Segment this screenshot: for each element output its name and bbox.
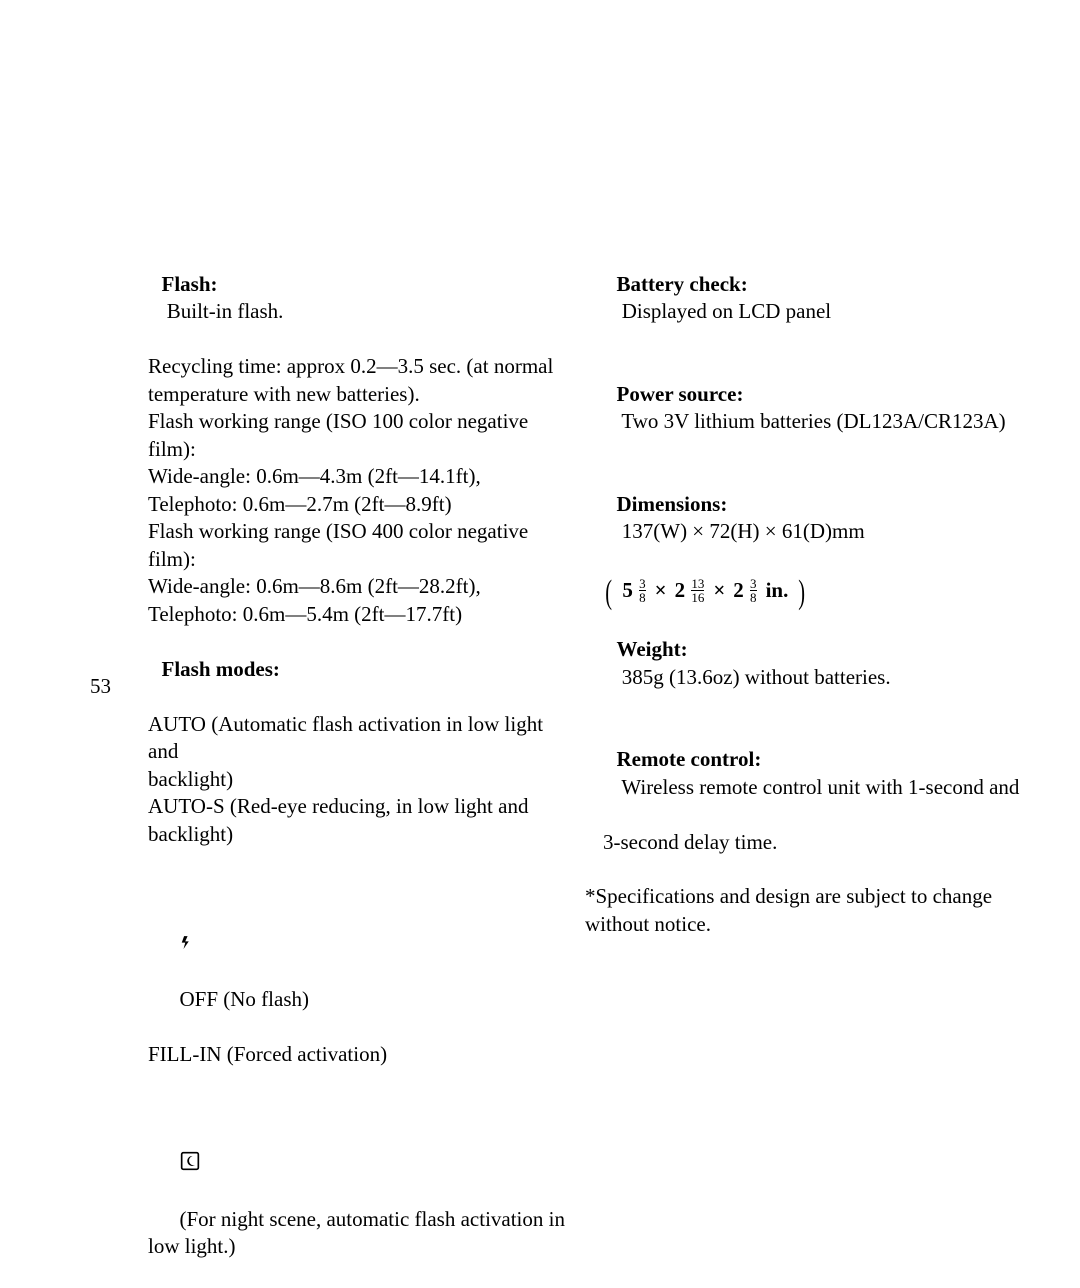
mode-fillin: FILL-IN (Forced activation): [148, 1041, 570, 1069]
mode-auto-2: backlight): [148, 766, 570, 794]
dim-a-num: 3: [639, 578, 646, 590]
weight-label: Weight:: [617, 637, 688, 661]
remote-label: Remote control:: [617, 747, 762, 771]
flash-row: Flash: Built-in flash.: [130, 243, 570, 353]
mode-night-row: (For night scene, automatic flash activa…: [148, 1068, 570, 1288]
flash-off-icon: [180, 876, 194, 986]
battery-value: Displayed on LCD panel: [622, 299, 831, 323]
remote-row-1: Remote control: Wireless remote control …: [585, 719, 1035, 829]
mode-auto-s: AUTO-S (Red-eye reducing, in low light a…: [148, 793, 570, 848]
range-iso400-wide: Wide-angle: 0.6m—8.6m (2ft—28.2ft),: [148, 573, 570, 601]
power-value: Two 3V lithium batteries (DL123A/CR123A): [621, 409, 1005, 433]
weight-row: Weight: 385g (13.6oz) without batteries.: [585, 609, 1035, 719]
battery-row: Battery check: Displayed on LCD panel: [585, 243, 1035, 353]
dim-a: 5 38: [622, 577, 646, 605]
dim-b-whole: 2: [675, 578, 686, 602]
dim-a-den: 8: [639, 590, 646, 604]
times-2: ×: [713, 577, 725, 605]
flash-modes-row: Flash modes:: [130, 628, 570, 711]
mode-night-text: (For night scene, automatic flash activa…: [148, 1207, 570, 1259]
dimensions-value: 137(W) × 72(H) × 61(D)mm: [622, 519, 865, 543]
remote-value-1: Wireless remote control unit with 1-seco…: [621, 775, 1019, 799]
dim-c-whole: 2: [733, 578, 744, 602]
dim-unit: in.: [766, 577, 789, 605]
night-scene-icon: [180, 1096, 200, 1206]
dimensions-label: Dimensions:: [617, 492, 728, 516]
flash-modes-label: Flash modes:: [162, 657, 280, 681]
range-iso100-tele: Telephoto: 0.6m—2.7m (2ft—8.9ft): [148, 491, 570, 519]
dim-c-den: 8: [750, 590, 757, 604]
mode-off-row: OFF (No flash): [148, 848, 570, 1041]
flash-label: Flash:: [162, 272, 218, 296]
recycling-line-1: Recycling time: approx 0.2—3.5 sec. (at …: [148, 353, 570, 381]
right-column: Battery check: Displayed on LCD panel Po…: [585, 243, 1035, 938]
power-label: Power source:: [617, 382, 744, 406]
footnote: *Specifications and design are subject t…: [585, 883, 1035, 938]
dim-a-whole: 5: [622, 578, 633, 602]
power-row: Power source: Two 3V lithium batteries (…: [585, 353, 1035, 463]
remote-row-2: 3-second delay time.: [603, 829, 1035, 857]
left-column: Flash: Built-in flash. Recycling time: a…: [130, 243, 570, 1288]
mode-off-text: OFF (No flash): [180, 987, 310, 1011]
dim-b-num: 13: [691, 578, 704, 590]
dim-b-den: 16: [691, 590, 704, 604]
dim-c-num: 3: [750, 578, 757, 590]
dim-c: 2 38: [733, 577, 757, 605]
spacer: [585, 856, 1035, 883]
flash-value-text: Built-in flash.: [167, 299, 284, 323]
range-iso100-wide: Wide-angle: 0.6m—4.3m (2ft—14.1ft),: [148, 463, 570, 491]
range-iso400-tele: Telephoto: 0.6m—5.4m (2ft—17.7ft): [148, 601, 570, 629]
dimensions-imperial: ( 5 38 × 2 1316 × 2 38 in. ): [603, 577, 1035, 605]
mode-auto-1: AUTO (Automatic flash activation in low …: [148, 711, 570, 766]
recycling-line-2: temperature with new batteries).: [148, 381, 570, 409]
weight-value: 385g (13.6oz) without batteries.: [622, 665, 891, 689]
times-1: ×: [655, 577, 667, 605]
range-iso400-header: Flash working range (ISO 400 color negat…: [148, 518, 570, 573]
battery-label: Battery check:: [617, 272, 748, 296]
dimensions-row: Dimensions: 137(W) × 72(H) × 61(D)mm: [585, 463, 1035, 573]
range-iso100-header: Flash working range (ISO 100 color negat…: [148, 408, 570, 463]
dim-b: 2 1316: [675, 577, 706, 605]
page-number: 53: [90, 674, 111, 699]
manual-page: Flash: Built-in flash. Recycling time: a…: [0, 0, 1080, 763]
